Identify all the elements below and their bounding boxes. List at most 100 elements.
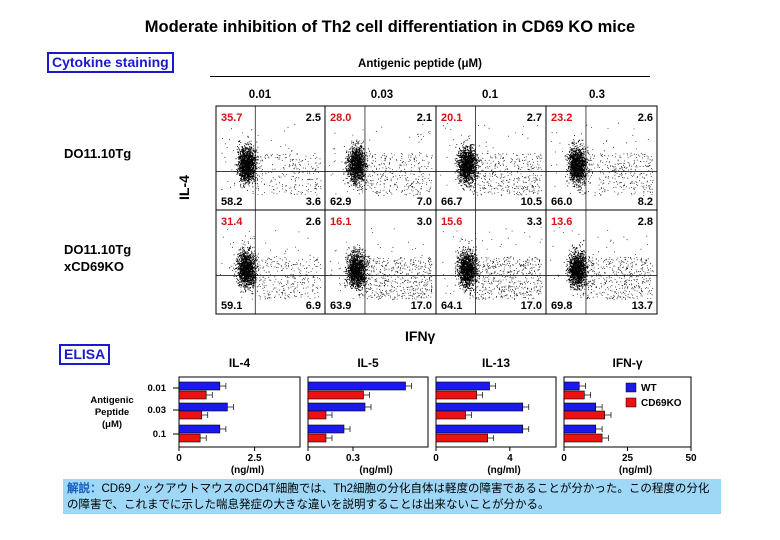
quadrant-percent: 2.7 xyxy=(527,112,542,124)
bar-cd69ko xyxy=(435,410,466,420)
flow-panel: 16.1 3.0 63.9 17.0 xyxy=(325,210,436,314)
quadrant-percent: 13.6 xyxy=(551,216,572,228)
flow-dots xyxy=(550,227,654,300)
quadrant-percent: 69.8 xyxy=(551,300,572,312)
bar-cd69ko xyxy=(435,390,477,400)
bar-cd69ko xyxy=(563,433,603,443)
quadrant-percent: 2.1 xyxy=(417,112,432,124)
x-tick-label: 4 xyxy=(507,453,513,464)
bar-cd69ko xyxy=(435,433,488,443)
bar-cd69ko xyxy=(563,410,605,420)
x-axis-ifng-label: IFNγ xyxy=(405,328,436,344)
row-label-line: DO11.10Tg xyxy=(64,146,132,161)
flow-dots xyxy=(329,124,433,196)
figure-title: Moderate inhibition of Th2 cell differen… xyxy=(144,18,636,36)
x-tick-label: 0.3 xyxy=(346,453,360,464)
quadrant-percent: 63.9 xyxy=(330,300,351,312)
bar-wt xyxy=(307,424,345,434)
flow-panel: 28.0 2.1 62.9 7.0 xyxy=(325,106,436,210)
bar-wt xyxy=(563,424,597,434)
elisa-chart-title: IL-4 xyxy=(229,356,251,370)
x-axis-unit: (ng/ml) xyxy=(359,465,392,476)
concentration-label: 0.1 xyxy=(482,89,498,101)
flow-panel: 13.6 2.8 69.8 13.7 xyxy=(546,210,657,314)
elisa-y-axis-label: Antigenic xyxy=(90,395,133,406)
flow-cytometry-grid: 35.7 2.5 58.2 3.6 28.0 2.1 62.9 7.0 20.1 2.7 66.7 1… xyxy=(215,105,658,315)
x-tick-label: 0 xyxy=(176,453,182,464)
x-tick-label: 0 xyxy=(561,453,567,464)
quadrant-percent: 13.7 xyxy=(632,300,653,312)
quadrant-percent: 20.1 xyxy=(441,112,462,124)
bar-cd69ko xyxy=(307,433,327,443)
x-tick-label: 0 xyxy=(433,453,439,464)
bar-wt xyxy=(178,424,221,434)
quadrant-percent: 2.8 xyxy=(638,216,653,228)
bar-cd69ko xyxy=(178,433,201,443)
quadrant-percent: 3.3 xyxy=(527,216,542,228)
quadrant-percent: 66.0 xyxy=(551,196,572,208)
row-label-line: DO11.10Tg xyxy=(64,242,132,257)
flow-dots xyxy=(440,123,543,196)
flow-dots xyxy=(329,228,433,300)
quadrant-percent: 2.5 xyxy=(306,112,321,124)
quadrant-percent: 16.1 xyxy=(330,216,351,228)
bar-wt xyxy=(178,402,228,412)
quadrant-percent: 6.9 xyxy=(306,300,321,312)
x-axis-unit: (ng/ml) xyxy=(619,465,652,476)
elisa-chart: IL-5 0 0.3(ng/ml) xyxy=(305,356,429,476)
antigen-header-rule xyxy=(210,76,650,77)
concentration-label: 0.01 xyxy=(248,89,272,101)
quadrant-percent: 3.0 xyxy=(417,216,432,228)
flow-dots xyxy=(221,123,322,196)
x-axis-unit: (ng/ml) xyxy=(487,465,520,476)
elisa-chart-title: IL-5 xyxy=(357,356,379,370)
quadrant-percent: 64.1 xyxy=(441,300,462,312)
row-label-line: xCD69KO xyxy=(64,259,124,274)
elisa-chart-title: IFN-γ xyxy=(613,356,643,370)
row-label-wt: DO11.10Tg xyxy=(64,145,131,162)
quadrant-percent: 62.9 xyxy=(330,196,351,208)
quadrant-percent: 58.2 xyxy=(221,196,242,208)
x-tick-label: 25 xyxy=(622,453,634,464)
quadrant-percent: 35.7 xyxy=(221,112,242,124)
quadrant-percent: 28.0 xyxy=(330,112,351,124)
bar-wt xyxy=(435,381,490,391)
x-tick-label: 50 xyxy=(685,453,697,464)
quadrant-percent: 8.2 xyxy=(638,196,653,208)
flow-panel: 23.2 2.6 66.0 8.2 xyxy=(546,106,657,210)
elisa-chart-title: IL-13 xyxy=(482,356,510,370)
bar-cd69ko xyxy=(307,410,327,420)
quadrant-percent: 2.6 xyxy=(306,216,321,228)
bar-wt xyxy=(435,402,524,412)
flow-dots xyxy=(550,122,654,196)
row-label-ko: DO11.10Tg xCD69KO xyxy=(64,241,131,275)
flow-panel: 31.4 2.6 59.1 6.9 xyxy=(216,210,325,314)
elisa-chart: IFN-γ 0 25 50 (ng/ml) xyxy=(561,356,697,476)
legend-label: WT xyxy=(641,383,657,394)
quadrant-percent: 59.1 xyxy=(221,300,242,312)
flow-panel: 15.6 3.3 64.1 17.0 xyxy=(436,210,546,314)
bar-wt xyxy=(178,381,221,391)
quadrant-percent: 17.0 xyxy=(411,300,432,312)
note-lead: 解説： xyxy=(67,483,102,495)
x-tick-label: 2.5 xyxy=(248,453,262,464)
bar-wt xyxy=(307,381,406,391)
elisa-chart: IL-13 0 4(ng/ml) xyxy=(433,356,557,476)
x-tick-label: 0 xyxy=(305,453,311,464)
bar-wt xyxy=(563,381,580,391)
quadrant-percent: 7.0 xyxy=(417,196,432,208)
quadrant-percent: 17.0 xyxy=(521,300,542,312)
bar-wt xyxy=(435,424,524,434)
elisa-label: ELISA xyxy=(59,344,111,365)
concentration-label: 0.3 xyxy=(589,89,605,101)
bar-wt xyxy=(563,402,597,412)
explanation-note: 解説：CD69ノックアウトマウスのCD4T細胞では、Th2細胞の分化自体は軽度の… xyxy=(63,479,721,514)
cytokine-staining-label: Cytokine staining xyxy=(47,52,174,73)
elisa-y-axis-label: Peptide xyxy=(95,407,129,418)
bar-wt xyxy=(307,402,366,412)
quadrant-percent: 10.5 xyxy=(521,196,542,208)
bar-cd69ko xyxy=(307,390,364,400)
quadrant-percent: 3.6 xyxy=(306,196,321,208)
concentration-label: 0.03 xyxy=(370,89,394,101)
elisa-chart: IL-4 0 2.5(ng/ml) xyxy=(176,356,301,476)
